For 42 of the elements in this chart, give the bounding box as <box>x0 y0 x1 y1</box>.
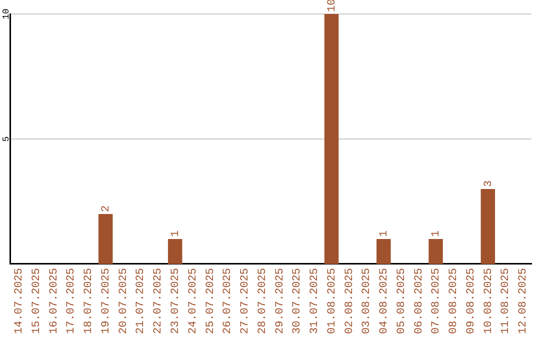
x-tick-label: 05.08.2025 <box>396 268 408 334</box>
x-tick-label: 01.08.2025 <box>326 268 338 334</box>
x-tick-label: 25.07.2025 <box>204 268 217 334</box>
x-tick-label: 20.07.2025 <box>118 268 130 334</box>
x-tick-label: 21.07.2025 <box>135 268 148 334</box>
x-tick-label: 04.08.2025 <box>378 268 391 334</box>
x-tick-label: 24.07.2025 <box>187 268 200 334</box>
x-tick-label: 17.07.2025 <box>66 268 78 334</box>
bar <box>428 238 443 264</box>
x-tick-label: 15.07.2025 <box>30 268 43 334</box>
data-label: 1 <box>170 230 182 237</box>
x-tick-label: 23.07.2025 <box>170 268 182 334</box>
x-tick-label: 06.08.2025 <box>413 268 426 334</box>
bar <box>324 14 339 264</box>
bar <box>168 238 182 264</box>
x-tick-label: 09.08.2025 <box>465 268 478 334</box>
bar <box>376 238 391 264</box>
x-tick-label: 03.08.2025 <box>361 268 374 334</box>
data-label: 1 <box>430 230 443 237</box>
bar <box>98 214 113 264</box>
x-tick-label: 22.07.2025 <box>152 268 165 334</box>
bar <box>480 188 496 264</box>
x-tick-label: 16.07.2025 <box>48 268 60 334</box>
data-label: 3 <box>482 180 495 187</box>
x-tick-label: 07.08.2025 <box>430 268 443 334</box>
x-tick-label: 14.07.2025 <box>14 268 26 334</box>
data-label: 2 <box>100 205 112 212</box>
y-tick-label: 5 <box>1 136 12 142</box>
x-tick-label: 18.07.2025 <box>83 268 96 334</box>
data-label: 1 <box>378 230 391 237</box>
x-tick-label: 08.08.2025 <box>448 268 460 334</box>
x-tick-label: 31.07.2025 <box>309 268 322 334</box>
x-tick-label: 02.08.2025 <box>344 268 356 334</box>
x-tick-label: 28.07.2025 <box>256 268 269 334</box>
x-tick-label: 29.07.2025 <box>274 268 286 334</box>
x-tick-label: 10.08.2025 <box>482 268 495 334</box>
x-tick-label: 27.07.2025 <box>240 268 252 334</box>
x-tick-label: 12.08.2025 <box>518 268 530 334</box>
x-tick-label: 19.07.2025 <box>100 268 112 334</box>
x-tick-label: 30.07.2025 <box>292 268 304 334</box>
x-tick-label: 11.08.2025 <box>500 268 512 334</box>
x-tick-label: 26.07.2025 <box>222 268 234 334</box>
